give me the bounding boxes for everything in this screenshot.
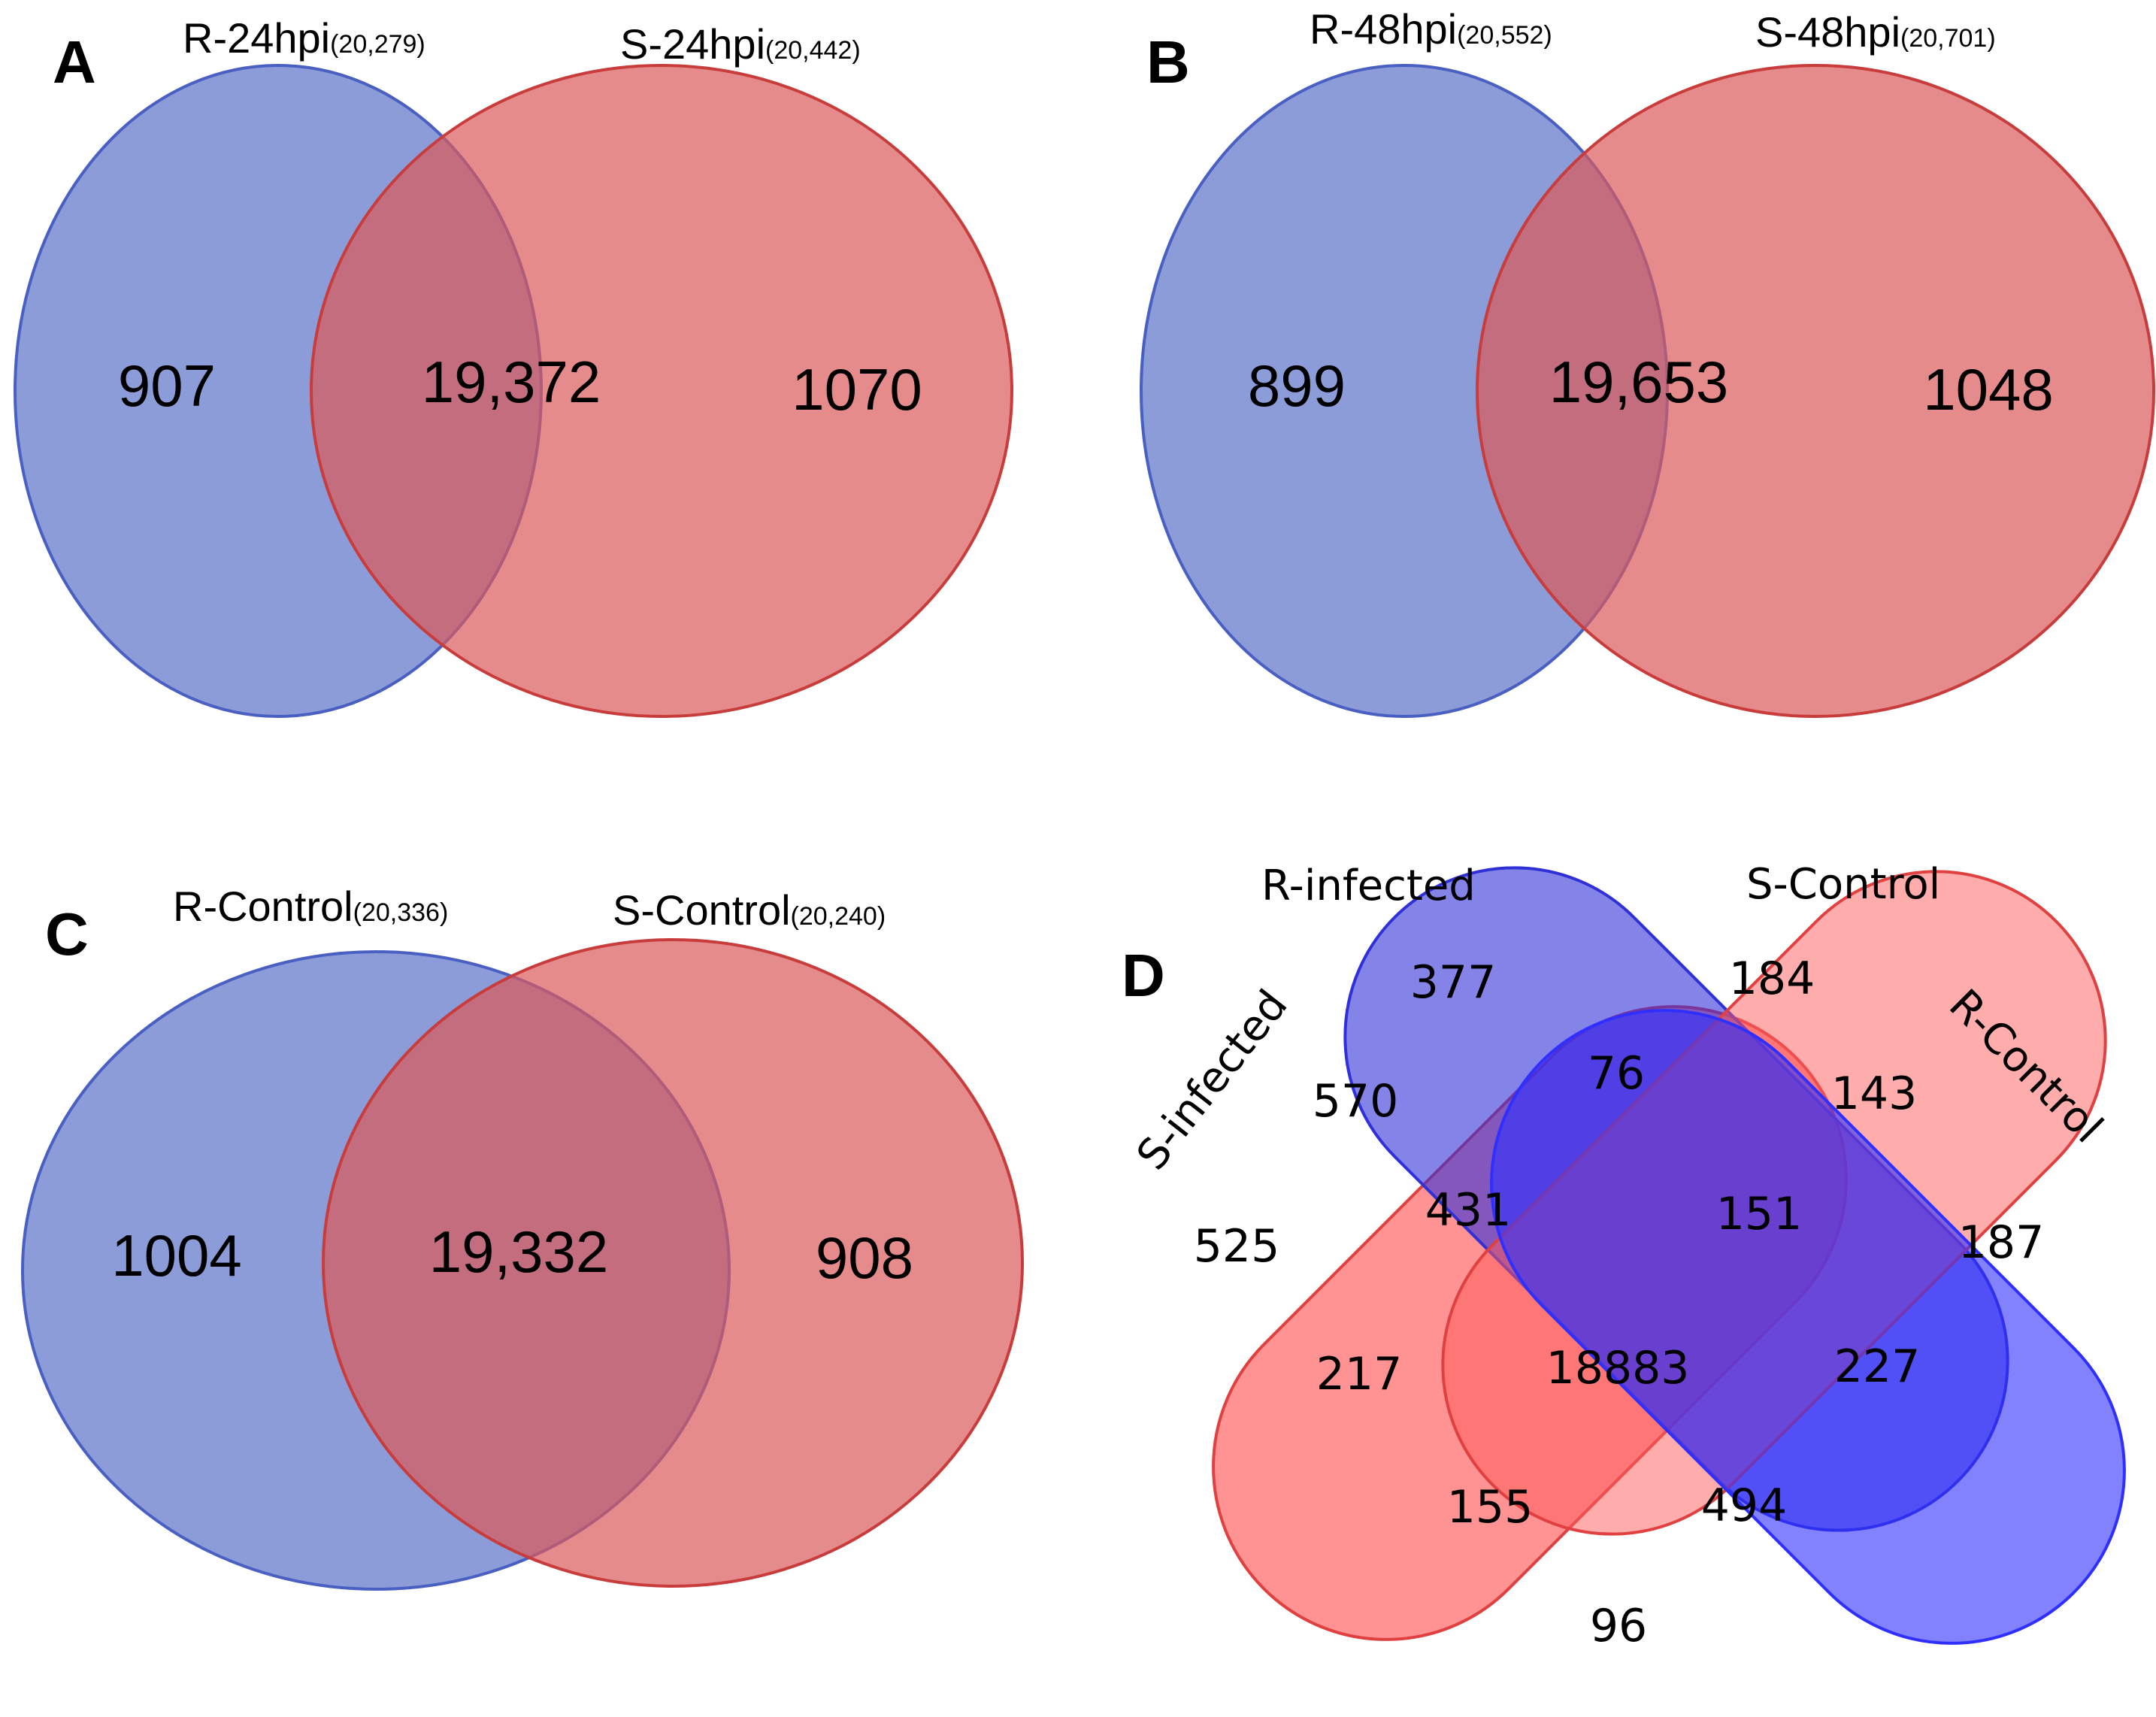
panel-b-shared-count: 19,653 xyxy=(1549,349,1729,415)
panel-a-letter: A xyxy=(53,29,96,95)
panel-a-right-only-count: 1070 xyxy=(792,356,922,422)
panel-d-letter: D xyxy=(1122,942,1165,1009)
panel-a-right-circle xyxy=(310,64,1013,718)
d-count-s-control-only: 184 xyxy=(1729,952,1815,1005)
r-control-set-shape xyxy=(1490,1009,2126,1645)
d-s-infected-title: S-infected xyxy=(1128,981,1298,1179)
panel-b-left-title: R-48hpi(20,552) xyxy=(1310,5,1552,53)
panel-b-right-only-count: 1048 xyxy=(1923,356,2054,422)
panel-c-right-only-count: 908 xyxy=(816,1225,913,1291)
panel-a-left-title: R-24hpi(20,279) xyxy=(183,14,425,62)
d-count-s-inf-r-ctrl-bottom: 96 xyxy=(1590,1600,1647,1652)
panel-c-left-only-count: 1004 xyxy=(111,1222,242,1289)
panel-b-right-title: S-48hpi(20,701) xyxy=(1755,8,1996,56)
panel-a-right-title: S-24hpi(20,442) xyxy=(620,20,861,68)
panel-c-left-title: R-Control(20,336) xyxy=(173,883,448,930)
d-count-s-inf-r-ctrl-pair: 155 xyxy=(1447,1481,1534,1534)
d-count-s-ctrl-r-ctrl: 143 xyxy=(1831,1067,1918,1120)
d-count-s-inf-r-inf-s-ctrl: 431 xyxy=(1425,1184,1512,1237)
panel-b-right-circle xyxy=(1476,64,2155,718)
panel-b-letter: B xyxy=(1146,29,1190,95)
d-s-control-title: S-Control xyxy=(1746,860,1940,909)
d-count-r-inf-s-ctrl-r-ctrl: 151 xyxy=(1716,1188,1803,1240)
panel-a-left-only-count: 907 xyxy=(118,353,216,419)
panel-c: C R-Control(20,336) S-Control(20,240) 10… xyxy=(21,883,1024,1591)
d-r-infected-title: R-infected xyxy=(1261,862,1476,910)
panel-c-shared-count: 19,332 xyxy=(429,1219,609,1285)
panel-c-right-title: S-Control(20,240) xyxy=(613,886,886,934)
panel-b-left-only-count: 899 xyxy=(1248,353,1346,419)
panel-a-shared-count: 19,372 xyxy=(422,349,601,415)
d-count-r-inf-r-ctrl-pair: 494 xyxy=(1701,1479,1788,1532)
panel-d: D S-infected R-infected S-Control R-Cont… xyxy=(1122,860,2126,1652)
d-count-r-inf-s-ctrl: 76 xyxy=(1588,1047,1645,1100)
panel-a: A R-24hpi(20,279) S-24hpi(20,442) 907 19… xyxy=(14,14,1013,718)
d-count-r-control-only: 187 xyxy=(1958,1216,2045,1269)
d-count-r-infected-only: 377 xyxy=(1410,956,1497,1009)
d-count-s-infected-only: 525 xyxy=(1194,1220,1280,1273)
d-count-s-inf-s-ctrl-r-ctrl: 217 xyxy=(1316,1348,1403,1401)
d-count-s-inf-r-inf: 570 xyxy=(1313,1075,1399,1128)
d-count-all-four: 18883 xyxy=(1546,1342,1690,1394)
panel-c-letter: C xyxy=(45,901,89,968)
panel-b: B R-48hpi(20,552) S-48hpi(20,701) 899 19… xyxy=(1140,5,2155,718)
panel-c-right-circle xyxy=(322,938,1024,1588)
d-count-s-inf-r-inf-r-ctrl: 227 xyxy=(1834,1340,1921,1393)
